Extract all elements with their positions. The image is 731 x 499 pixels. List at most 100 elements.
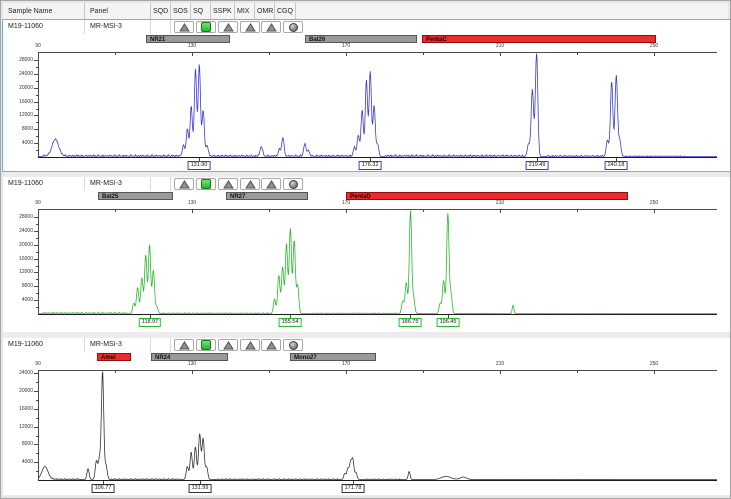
table-row[interactable]: M19-11060 MR-MSI-3 xyxy=(3,338,730,352)
peak-size-label[interactable]: 176.32 xyxy=(358,161,382,170)
sos-flag-icon[interactable] xyxy=(174,178,194,190)
y-axis-line xyxy=(38,210,39,314)
marker-bar-bat25[interactable]: Bat25 xyxy=(98,192,173,200)
y-tick-label: 8000 xyxy=(21,441,33,448)
marker-bar-pentad[interactable]: PentaD xyxy=(346,192,628,200)
y-tick-label: 12000 xyxy=(19,112,33,119)
mix-flag-icon[interactable] xyxy=(240,178,260,190)
peak-size-label[interactable]: 118.97 xyxy=(138,318,162,327)
marker-bar-nr24[interactable]: NR24 xyxy=(151,353,228,361)
x-tick-label: 90 xyxy=(35,200,41,206)
y-tick-label: 16000 xyxy=(19,255,33,262)
peak-size-label[interactable]: 186.75 xyxy=(398,318,422,327)
peak-size-label[interactable]: 131.99 xyxy=(188,484,212,493)
omr-flag-icon[interactable] xyxy=(261,21,281,33)
marker-bar-amel[interactable]: Amel xyxy=(97,353,131,361)
mix-flag-icon[interactable] xyxy=(240,21,260,33)
y-tick-label: 12000 xyxy=(19,423,33,430)
col-sos[interactable]: SOS xyxy=(171,3,191,20)
col-sq[interactable]: SQ xyxy=(191,3,211,20)
peak-size-label[interactable]: 155.54 xyxy=(278,318,302,327)
peak-size-label[interactable]: 240.18 xyxy=(604,161,628,170)
omr-flag-icon[interactable] xyxy=(261,339,281,351)
y-tick-label: 16000 xyxy=(19,98,33,105)
marker-bar-nr27[interactable]: NR27 xyxy=(226,192,308,200)
y-axis-line xyxy=(38,53,39,157)
marker-bar-mono27[interactable]: Mono27 xyxy=(290,353,376,361)
marker-bar-pentac[interactable]: PentaC xyxy=(422,35,656,43)
sos-flag-icon[interactable] xyxy=(174,21,194,33)
electropherogram-plot[interactable]: 90 130 170 210 250 4000 8000 12000 16000 20000 240… xyxy=(3,20,730,171)
cgq-sphere-icon[interactable] xyxy=(283,339,303,351)
sqd-cell xyxy=(151,338,171,352)
mix-flag-icon[interactable] xyxy=(240,339,260,351)
panel-name: MR-MSI-3 xyxy=(85,338,151,352)
y-tick-label: 8000 xyxy=(21,283,33,290)
sq-pass-icon[interactable] xyxy=(196,339,216,351)
omr-flag-icon[interactable] xyxy=(261,178,281,190)
y-tick-label: 4000 xyxy=(21,297,33,304)
sspk-flag-icon[interactable] xyxy=(218,21,238,33)
x-tick-label: 250 xyxy=(649,361,659,367)
col-sample-name[interactable]: Sample Name xyxy=(3,3,85,20)
table-row[interactable]: M19-11060 MR-MSI-3 xyxy=(3,177,730,191)
marker-bar-nr21[interactable]: NR21 xyxy=(146,35,230,43)
y-tick-label: 4000 xyxy=(21,459,33,466)
x-tick-label: 170 xyxy=(341,361,351,367)
y-tick-label: 28000 xyxy=(19,213,33,220)
x-axis-line xyxy=(38,370,717,371)
baseline xyxy=(38,157,717,158)
sample-name: M19-11060 xyxy=(3,20,85,34)
y-tick-label: 24000 xyxy=(19,227,33,234)
x-tick-label: 130 xyxy=(187,200,197,206)
col-omr[interactable]: OMR xyxy=(255,3,275,20)
peak-size-label[interactable]: 106.77 xyxy=(91,484,115,493)
x-tick-label: 130 xyxy=(187,361,197,367)
col-mix[interactable]: MIX xyxy=(235,3,255,20)
sample-panel-3: M19-11060 MR-MSI-3 Amel NR24 Mono27 90 130 1… xyxy=(3,338,730,495)
cgq-sphere-icon[interactable] xyxy=(283,178,303,190)
y-tick-label: 8000 xyxy=(21,126,33,133)
trace xyxy=(38,53,717,158)
sample-name: M19-11060 xyxy=(3,338,85,352)
sspk-flag-icon[interactable] xyxy=(218,178,238,190)
y-tick-label: 20000 xyxy=(19,84,33,91)
peak-size-label[interactable]: 131.90 xyxy=(187,161,211,170)
col-sqd[interactable]: SQD xyxy=(151,3,171,20)
x-axis-line xyxy=(38,209,717,210)
baseline xyxy=(38,314,717,315)
peak-size-label[interactable]: 171.78 xyxy=(341,484,365,493)
marker-bar-bat26[interactable]: Bat26 xyxy=(305,35,417,43)
table-header: Sample Name Panel SQD SOS SQ SSPK MIX OM… xyxy=(3,3,728,21)
y-tick-label: 24000 xyxy=(19,70,33,77)
peak-size-label[interactable]: 196.45 xyxy=(436,318,460,327)
y-tick-label: 20000 xyxy=(19,241,33,248)
y-axis-line xyxy=(38,371,39,480)
peak-size-label[interactable]: 219.49 xyxy=(525,161,549,170)
x-tick-label: 170 xyxy=(341,43,351,49)
sq-pass-icon[interactable] xyxy=(196,178,216,190)
sqd-cell xyxy=(151,177,171,191)
col-panel[interactable]: Panel xyxy=(85,3,151,20)
electropherogram-plot[interactable]: 90 130 170 210 250 4000 8000 12000 16000 20000 240… xyxy=(3,177,730,332)
y-tick-label: 12000 xyxy=(19,269,33,276)
sample-name: M19-11060 xyxy=(3,177,85,191)
cgq-sphere-icon[interactable] xyxy=(283,21,303,33)
sq-pass-icon[interactable] xyxy=(196,21,216,33)
sos-flag-icon[interactable] xyxy=(174,339,194,351)
x-axis-line xyxy=(38,52,717,53)
panel-name: MR-MSI-3 xyxy=(85,177,151,191)
marker-bar-row: Bat25 NR27 PentaD xyxy=(3,191,730,201)
col-cgq[interactable]: CGQ xyxy=(275,3,296,20)
x-tick-label: 250 xyxy=(649,200,659,206)
trace xyxy=(38,371,717,481)
x-tick-label: 90 xyxy=(35,361,41,367)
x-tick-label: 210 xyxy=(495,200,505,206)
electropherogram-plot[interactable]: 90 130 170 210 250 4000 8000 12000 16000 20000 240… xyxy=(3,338,730,495)
sspk-flag-icon[interactable] xyxy=(218,339,238,351)
panel-name: MR-MSI-3 xyxy=(85,20,151,34)
x-tick-label: 90 xyxy=(35,43,41,49)
table-row[interactable]: M19-11060 MR-MSI-3 xyxy=(3,20,730,34)
col-sspk[interactable]: SSPK xyxy=(211,3,235,20)
